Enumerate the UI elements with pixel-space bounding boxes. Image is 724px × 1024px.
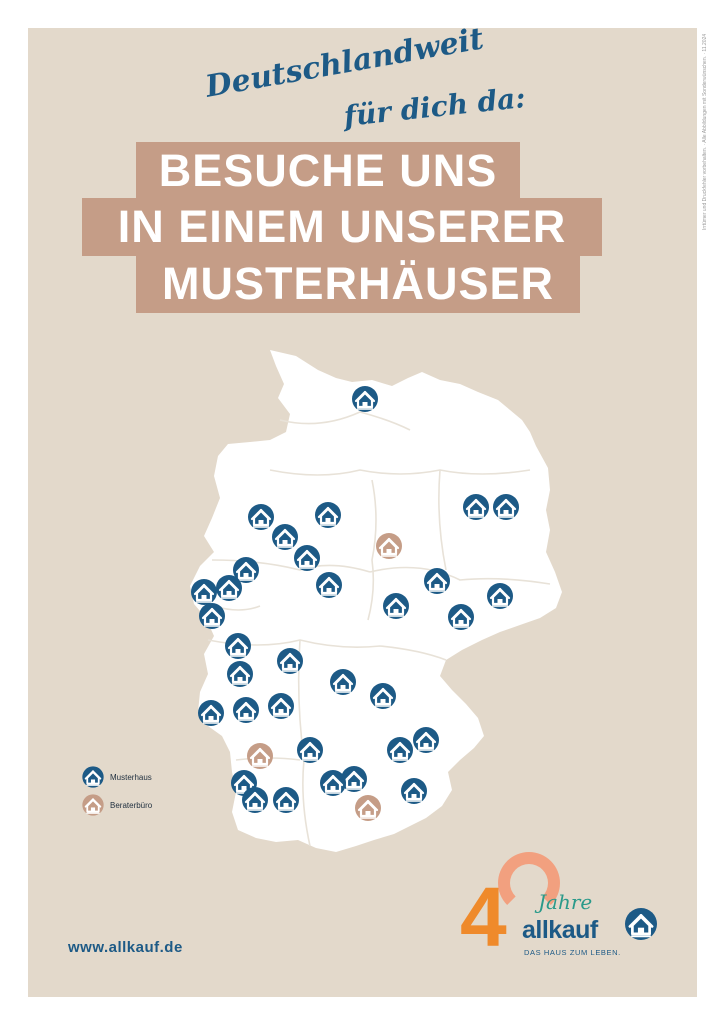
- beraterbuero-marker[interactable]: [374, 531, 404, 561]
- house-icon: [82, 766, 104, 788]
- musterhaus-marker[interactable]: [491, 492, 521, 522]
- website-link[interactable]: www.allkauf.de: [68, 939, 183, 956]
- beraterbuero-marker[interactable]: [353, 793, 383, 823]
- musterhaus-marker[interactable]: [385, 735, 415, 765]
- house-icon: [82, 794, 104, 816]
- legend-beraterbuero: Beraterbüro: [82, 794, 152, 816]
- musterhaus-marker[interactable]: [271, 785, 301, 815]
- musterhaus-marker[interactable]: [240, 785, 270, 815]
- musterhaus-marker[interactable]: [214, 573, 244, 603]
- musterhaus-marker[interactable]: [295, 735, 325, 765]
- house-icon: [625, 908, 657, 940]
- logo-jahre: Jahre: [538, 890, 593, 914]
- musterhaus-marker[interactable]: [313, 500, 343, 530]
- musterhaus-marker[interactable]: [314, 570, 344, 600]
- headline-line-3: MUSTERHÄUSER: [136, 255, 580, 313]
- musterhaus-marker[interactable]: [381, 591, 411, 621]
- allkauf-40-jahre-logo: 4 Jahre allkauf DAS HAUS ZUM LEBEN.: [450, 850, 670, 970]
- musterhaus-marker[interactable]: [350, 384, 380, 414]
- logo-tagline: DAS HAUS ZUM LEBEN.: [524, 948, 621, 957]
- musterhaus-marker[interactable]: [446, 602, 476, 632]
- musterhaus-marker[interactable]: [368, 681, 398, 711]
- musterhaus-marker[interactable]: [461, 492, 491, 522]
- headline-line-1: BESUCHE UNS: [136, 142, 520, 200]
- beraterbuero-marker[interactable]: [245, 741, 275, 771]
- musterhaus-marker[interactable]: [196, 698, 226, 728]
- musterhaus-marker[interactable]: [231, 695, 261, 725]
- musterhaus-marker[interactable]: [411, 725, 441, 755]
- musterhaus-marker[interactable]: [266, 691, 296, 721]
- headline-line-2: IN EINEM UNSERER: [82, 198, 602, 256]
- legend-beraterbuero-label: Beraterbüro: [110, 800, 153, 810]
- musterhaus-marker[interactable]: [292, 543, 322, 573]
- germany-outline: [190, 350, 562, 852]
- musterhaus-marker[interactable]: [422, 566, 452, 596]
- musterhaus-marker[interactable]: [399, 776, 429, 806]
- musterhaus-marker[interactable]: [189, 577, 219, 607]
- musterhaus-marker[interactable]: [197, 601, 227, 631]
- musterhaus-marker[interactable]: [318, 768, 348, 798]
- musterhaus-marker[interactable]: [223, 631, 253, 661]
- musterhaus-marker[interactable]: [225, 659, 255, 689]
- musterhaus-marker[interactable]: [328, 667, 358, 697]
- musterhaus-marker[interactable]: [270, 522, 300, 552]
- logo-number: 4: [460, 870, 507, 964]
- logo-brand: allkauf: [522, 916, 598, 944]
- musterhaus-marker[interactable]: [275, 646, 305, 676]
- musterhaus-marker[interactable]: [246, 502, 276, 532]
- legend-musterhaus: Musterhaus: [82, 766, 152, 788]
- legend-musterhaus-label: Musterhaus: [110, 772, 152, 782]
- musterhaus-marker[interactable]: [485, 581, 515, 611]
